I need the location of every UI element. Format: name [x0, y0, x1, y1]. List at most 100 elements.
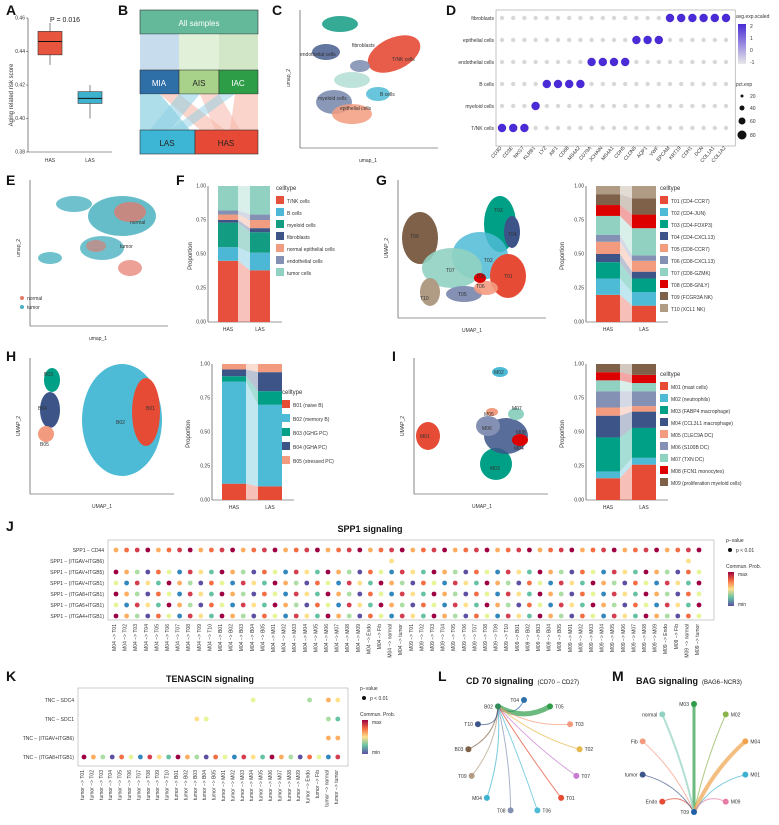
network-edge: [497, 706, 577, 777]
dot: [542, 79, 551, 89]
bubble: [325, 613, 331, 619]
dot: [701, 103, 706, 109]
bubble: [113, 569, 119, 575]
bubble: [643, 580, 649, 586]
bubble: [175, 754, 181, 760]
dot: [723, 103, 729, 109]
row-label: TNC − SDC4: [45, 698, 75, 704]
bubble: [495, 591, 500, 597]
dot: [634, 103, 639, 109]
dot: [565, 79, 574, 89]
network-node: [573, 772, 580, 779]
panel-c-umap: fibroblasts endothelial cells T/NK cells…: [286, 10, 438, 164]
bubble: [304, 580, 310, 586]
bubble: [474, 613, 479, 619]
col-label: M04 −> B03: [239, 624, 245, 651]
flow-band: [620, 241, 632, 272]
bubble: [590, 602, 596, 608]
panel-d-legend-title2: pct.exp: [736, 82, 752, 88]
dot: [533, 37, 538, 43]
panel-k-pvalue-item: p < 0.01: [370, 696, 388, 702]
row-label: SPP1 − (ITGAV+ITGB5): [50, 570, 104, 576]
legend-label: endothelial cells: [287, 259, 323, 265]
bubble: [696, 613, 702, 619]
col-label: M04 −> Endo: [366, 624, 372, 654]
bubble: [474, 580, 479, 586]
legend-label: T10 (XCL1 NK): [671, 307, 706, 313]
bubble: [177, 591, 183, 597]
network-node: [742, 771, 749, 778]
bubble: [378, 580, 384, 586]
umap-i-label-m08: M08: [516, 430, 526, 436]
col-label: M09 −> Fib: [674, 624, 680, 650]
bubble: [696, 602, 702, 608]
bar-segment: [250, 270, 270, 322]
legend-swatch: [276, 196, 284, 204]
bubble: [654, 547, 659, 553]
node-label: T09: [680, 810, 689, 816]
panel-j-prob-min: min: [738, 602, 746, 608]
bar-segment: [222, 483, 246, 500]
node-label: M01: [750, 773, 760, 779]
dot: [499, 103, 505, 109]
col-label: tumor −> B02: [183, 770, 189, 801]
gene-label: MS4A1: [600, 145, 615, 162]
legend-label: M06 (S100B DC): [671, 445, 709, 451]
bubble: [421, 613, 426, 619]
bubble: [138, 754, 143, 760]
panel-i-bars: 0.00 0.25 0.50 0.75 1.00 HAS LAS: [574, 362, 668, 511]
umap-i-label-m01: M01: [420, 434, 430, 440]
umap-h-label-b01: B01: [146, 406, 155, 412]
bubble: [240, 547, 246, 553]
bubble: [187, 580, 193, 586]
col-label: M09 −> M09: [653, 624, 659, 652]
bubble: [654, 569, 659, 575]
gene-label: VWF: [649, 145, 661, 157]
bubble: [336, 569, 341, 575]
bubble: [346, 591, 352, 597]
bubble: [537, 591, 543, 597]
panel-l-network: CD 70 signaling (CD70 − CD27) T04T05T03T0…: [455, 676, 594, 814]
bubble: [177, 613, 183, 619]
bubble: [431, 580, 437, 586]
dot: [701, 37, 706, 43]
col-label: M09 −> T02: [419, 624, 425, 651]
legend-label: tumor cells: [287, 271, 312, 277]
alluvial-las-label: LAS: [159, 139, 174, 148]
bubble: [325, 547, 331, 553]
flow-band: [238, 186, 250, 215]
plot-frame: [495, 9, 736, 147]
row-label: SPP1 − CD44: [73, 548, 104, 554]
panel-h-umap: B05 B04 B03 B02 B01 UMAP_1 UMAP_2: [16, 358, 174, 510]
umap-g-label-t04: T04: [508, 232, 517, 238]
bar-segment: [596, 437, 620, 472]
col-label: tumor −> M04: [249, 770, 255, 801]
bubble: [368, 569, 373, 575]
bubble: [474, 591, 479, 597]
bubble: [601, 580, 606, 586]
dot: [623, 103, 628, 109]
row-label: epithelial cells: [463, 38, 495, 44]
bubble: [622, 591, 628, 597]
panel-k-pvalue-title: p−value: [360, 686, 378, 692]
network-edge: [661, 713, 695, 813]
bubble: [293, 580, 299, 586]
panel-d-colorbar: [738, 24, 746, 64]
flow-band: [620, 234, 632, 261]
bubble: [389, 591, 394, 597]
bubble: [389, 613, 394, 619]
bubble: [675, 613, 681, 619]
bubble: [601, 591, 606, 597]
bar-segment: [258, 486, 282, 500]
bubble: [147, 754, 153, 760]
bubble: [442, 569, 447, 575]
node-label: T02: [585, 747, 594, 753]
umap-g-label-t03: T03: [494, 208, 503, 214]
panel-m-title-main: BAG signaling: [636, 676, 698, 686]
bubble: [124, 580, 129, 586]
legend-label: T02 (CD4-JUN): [671, 211, 706, 217]
dot: [712, 103, 717, 109]
node-label: T08: [497, 808, 506, 814]
dot: [567, 125, 572, 131]
bubble: [452, 569, 458, 575]
